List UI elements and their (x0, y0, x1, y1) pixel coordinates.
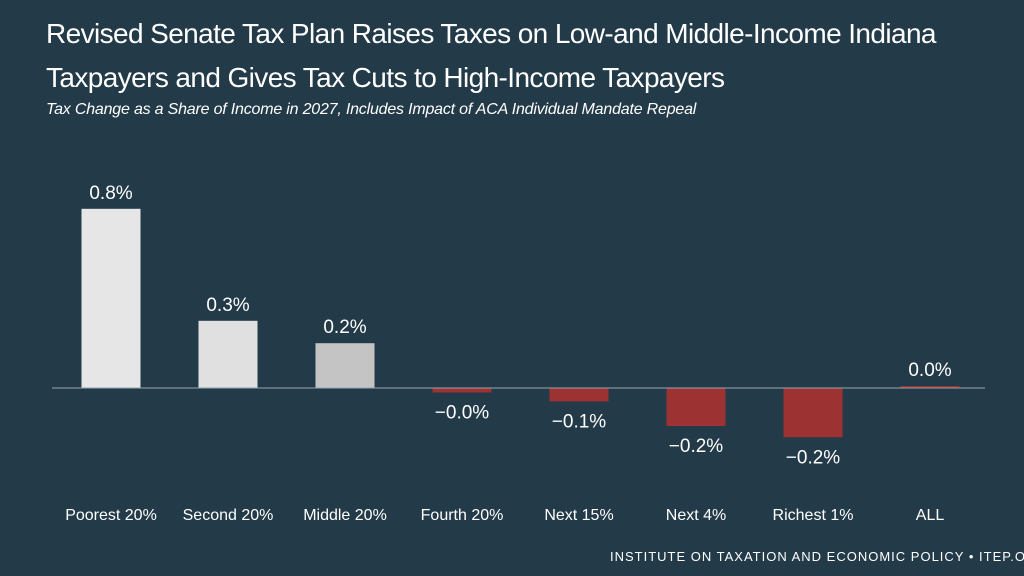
bar-1 (198, 320, 258, 388)
data-label-6: −0.2% (786, 447, 841, 468)
bar-6 (783, 388, 843, 438)
data-label-7: 0.0% (908, 360, 951, 381)
chart-subtitle: Tax Change as a Share of Income in 2027,… (46, 101, 697, 118)
category-label-5: Next 4% (666, 507, 726, 524)
data-label-4: −0.1% (552, 411, 607, 432)
category-label-4: Next 15% (544, 507, 613, 524)
data-label-5: −0.2% (669, 436, 724, 457)
category-label-1: Second 20% (183, 507, 274, 524)
bar-0 (81, 208, 141, 388)
category-label-3: Fourth 20% (421, 507, 504, 524)
bar-3 (432, 388, 492, 393)
category-label-0: Poorest 20% (65, 507, 157, 524)
source-footer: INSTITUTE ON TAXATION AND ECONOMIC POLIC… (610, 549, 1024, 564)
bar-7 (900, 386, 960, 388)
chart-title: Revised Senate Tax Plan Raises Taxes on … (46, 18, 936, 93)
bar-4 (549, 388, 609, 402)
bar-5 (666, 388, 726, 427)
data-label-0: 0.8% (89, 183, 132, 204)
data-label-2: 0.2% (323, 317, 366, 338)
data-label-3: −0.0% (435, 402, 490, 423)
category-label-7: ALL (916, 507, 945, 524)
data-label-1: 0.3% (206, 295, 249, 316)
category-label-2: Middle 20% (303, 507, 387, 524)
bar-2 (315, 343, 375, 388)
category-label-6: Richest 1% (773, 507, 854, 524)
